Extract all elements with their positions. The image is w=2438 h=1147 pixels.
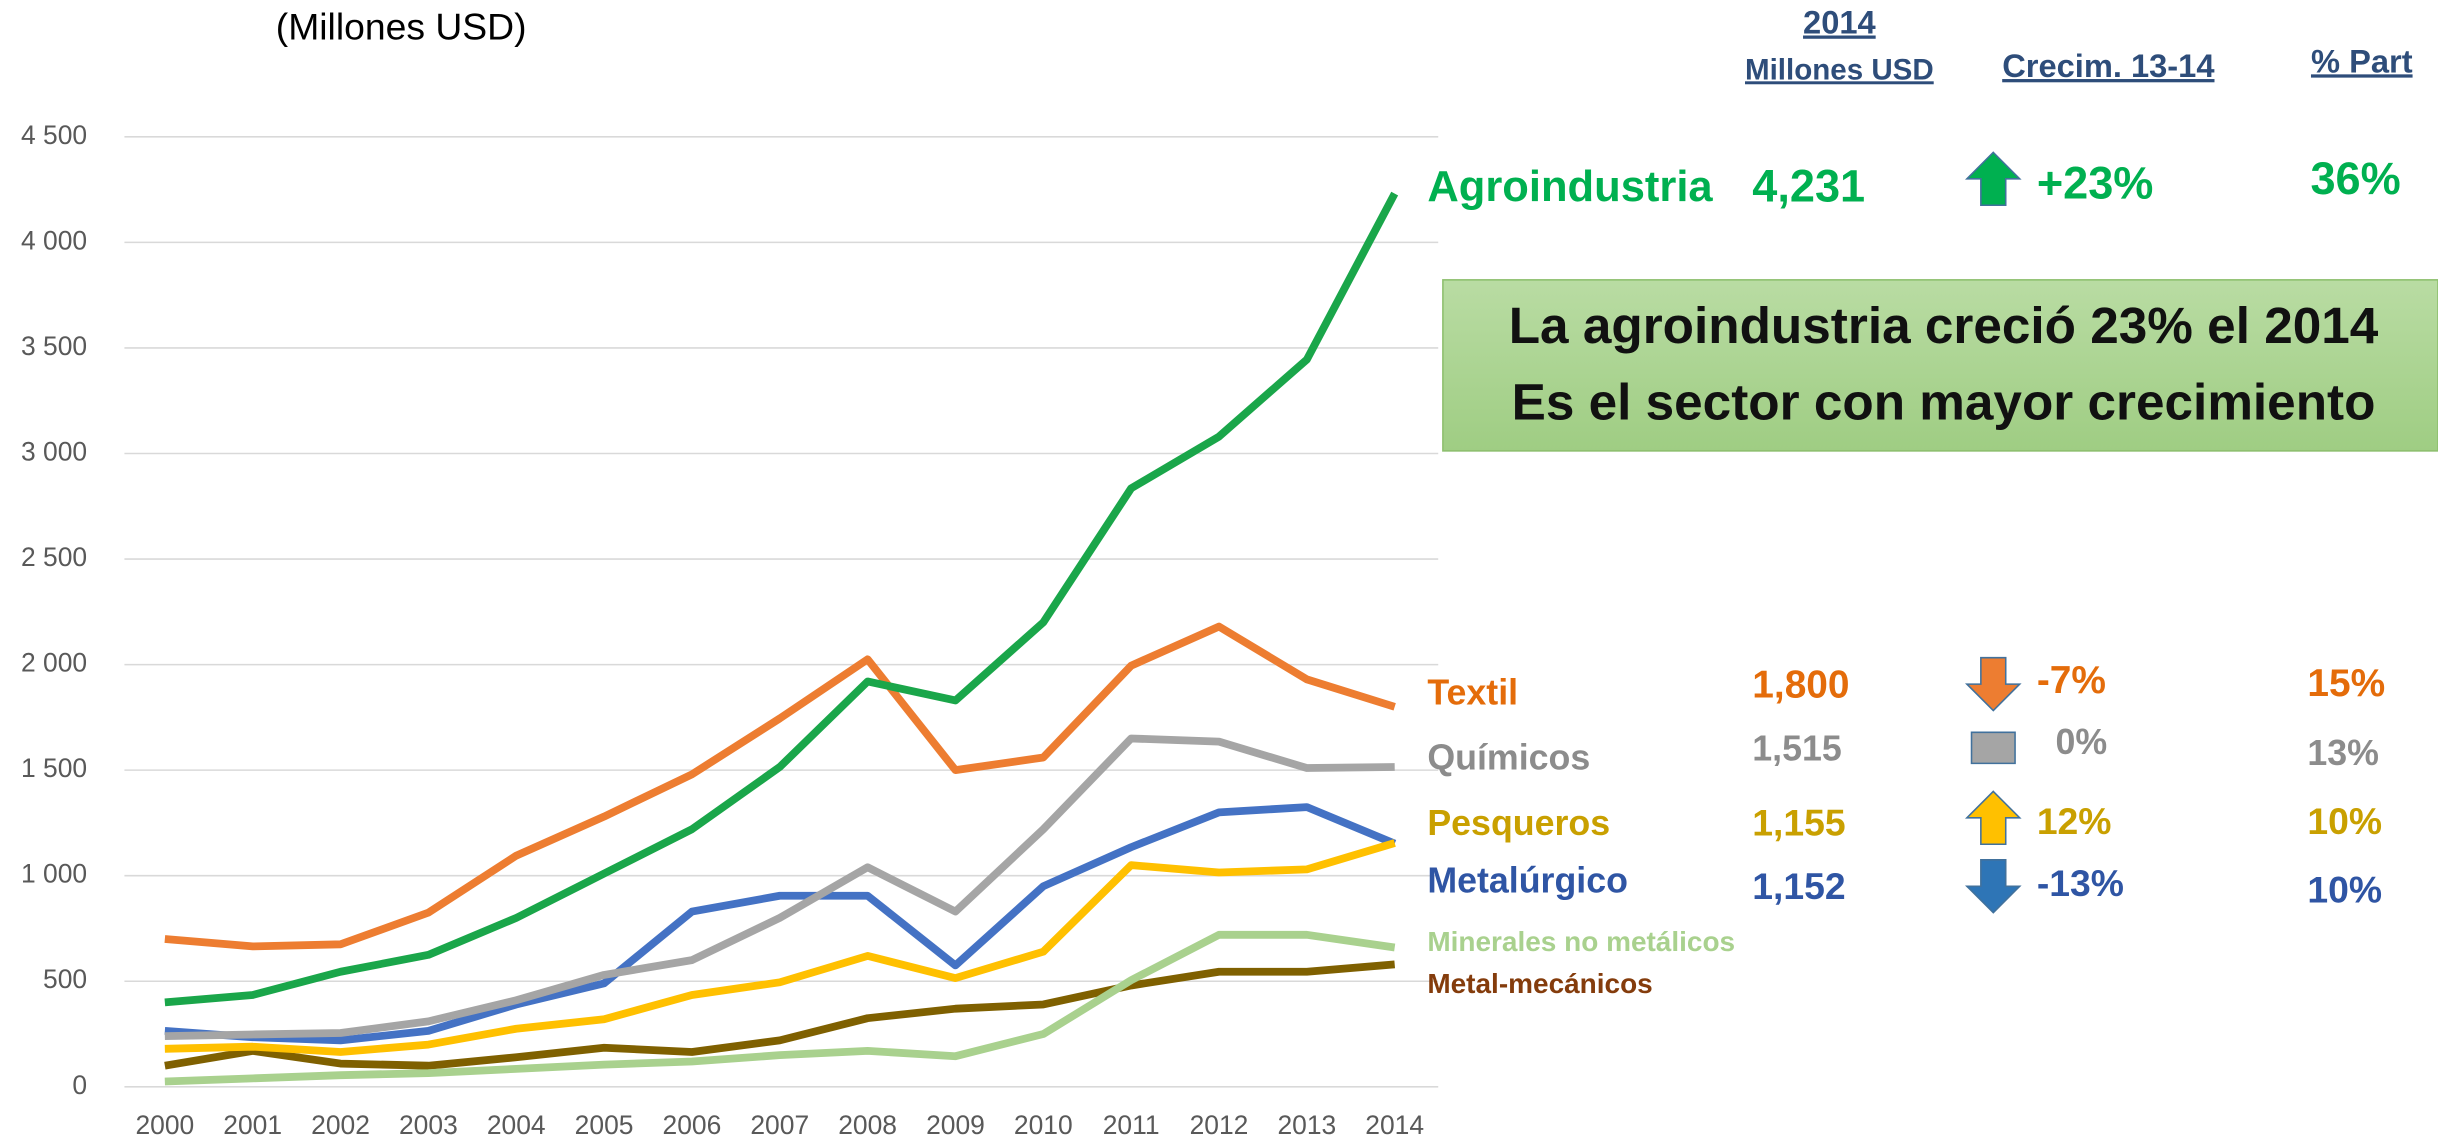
- series-line: [164, 734, 1395, 1041]
- y-tick-label: 2 000: [21, 648, 87, 678]
- series-label: Químicos: [1427, 738, 1590, 778]
- series-label: Metalúrgico: [1427, 861, 1628, 901]
- header-share: % Part: [2311, 42, 2413, 79]
- row-change: 12%: [2037, 800, 2112, 842]
- series-line: [164, 839, 1396, 1056]
- row-share: 15%: [2307, 662, 2385, 705]
- x-tick-label: 2005: [575, 1110, 634, 1140]
- row-value: 1,155: [1752, 801, 1845, 843]
- header-value: Millones USD: [1745, 53, 1934, 86]
- row-share: 10%: [2307, 868, 2382, 910]
- y-tick-label: 3 000: [21, 436, 87, 466]
- row-value: 1,152: [1752, 865, 1845, 907]
- row-change: 0%: [2055, 722, 2107, 762]
- banner-line: La agroindustria creció 23% el 2014: [1509, 297, 2379, 354]
- banner-box: [1442, 279, 2438, 452]
- row-change: -13%: [2037, 862, 2124, 904]
- x-tick-label: 2004: [487, 1110, 546, 1140]
- row-value: 1,515: [1752, 728, 1841, 768]
- y-tick-label: 3 500: [21, 331, 87, 361]
- x-tick-label: 2008: [838, 1110, 897, 1140]
- row-change: +23%: [2037, 157, 2154, 208]
- y-tick-label: 1 500: [21, 753, 87, 783]
- series-label: Minerales no metálicos: [1427, 926, 1735, 957]
- trend-icon: [1964, 656, 2022, 712]
- x-tick-label: 2001: [223, 1110, 282, 1140]
- row-share: 13%: [2307, 733, 2379, 773]
- trend-icon: [1970, 731, 2016, 765]
- series-line: [164, 803, 1397, 1045]
- row-change: -7%: [2037, 659, 2106, 702]
- y-tick-label: 4 500: [21, 120, 87, 150]
- y-tick-label: 1 000: [21, 859, 87, 889]
- x-tick-label: 2000: [135, 1110, 194, 1140]
- x-tick-label: 2014: [1365, 1110, 1424, 1140]
- x-tick-label: 2009: [926, 1110, 985, 1140]
- row-share: 36%: [2310, 153, 2400, 204]
- header-year: 2014: [1803, 4, 1876, 41]
- series-line: [164, 191, 1399, 1007]
- row-share: 10%: [2307, 800, 2382, 842]
- trend-icon: [1964, 859, 2022, 914]
- x-tick-label: 2013: [1277, 1110, 1336, 1140]
- trend-icon: [1964, 790, 2022, 846]
- trend-icon: [1964, 151, 2022, 207]
- y-tick-label: 0: [72, 1070, 87, 1100]
- banner-line: Es el sector con mayor crecimiento: [1512, 373, 2376, 430]
- x-tick-label: 2002: [311, 1110, 370, 1140]
- series-line: [164, 622, 1396, 951]
- y-tick-label: 4 000: [21, 225, 87, 255]
- row-value: 4,231: [1752, 161, 1865, 212]
- series-line: [164, 930, 1396, 1086]
- x-tick-label: 2011: [1103, 1110, 1160, 1140]
- x-tick-label: 2010: [1014, 1110, 1073, 1140]
- y-tick-label: 2 500: [21, 542, 87, 572]
- header-change: Crecim. 13-14: [2002, 47, 2214, 84]
- row-value: 1,800: [1752, 663, 1849, 706]
- series-label: Textil: [1427, 672, 1518, 712]
- x-tick-label: 2006: [663, 1110, 722, 1140]
- series-label: Pesqueros: [1427, 803, 1610, 843]
- series-label: Metal-mecánicos: [1427, 968, 1652, 999]
- y-tick-label: 500: [43, 964, 87, 994]
- x-tick-label: 2007: [750, 1110, 809, 1140]
- series-line: [164, 960, 1396, 1070]
- series-label: Agroindustria: [1427, 163, 1713, 211]
- x-tick-label: 2012: [1190, 1110, 1249, 1140]
- x-tick-label: 2003: [399, 1110, 458, 1140]
- chart-title: (Millones USD): [276, 5, 527, 47]
